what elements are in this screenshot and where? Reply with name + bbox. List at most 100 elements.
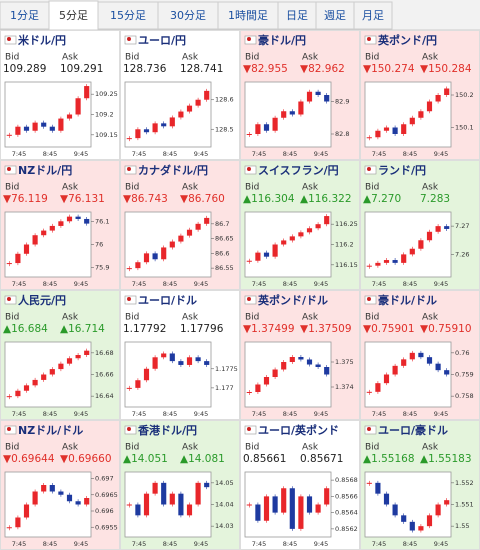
candle	[143, 368, 150, 381]
rate-panel[interactable]: ユーロ/英ポンド Bid Ask 0.85661 0.85671 0.8568 0.8566…	[240, 420, 360, 550]
bid-label: Bid	[125, 313, 139, 323]
y-tick-label: 16.68	[95, 349, 114, 357]
candle	[324, 488, 330, 505]
tab-label[interactable]: 30分足	[170, 9, 206, 22]
rate-panel[interactable]: カナダドル/円 Bid Ask ▼86.743 ▼86.760 86.7 86.65 86.6…	[120, 160, 240, 290]
pair-name[interactable]: ユーロ/豪ドル	[378, 423, 448, 437]
pair-name[interactable]: スイスフラン/円	[258, 164, 339, 177]
y-tick-label: 0.76	[455, 349, 469, 357]
candle	[84, 86, 90, 99]
candle	[178, 111, 184, 118]
candle	[41, 485, 47, 492]
candle	[444, 370, 450, 375]
x-tick-label: 8:45	[403, 410, 418, 418]
rate-panel[interactable]: 豪ドル/ドル Bid Ask ▼0.75901 ▼0.75910 0.76 0.759 0.7…	[360, 290, 480, 420]
candle	[75, 98, 81, 115]
rate-panel[interactable]: ユーロ/円 Bid Ask 128.736 128.741 128.6 128.5 7:45 8…	[120, 30, 240, 160]
tab-label[interactable]: 15分足	[110, 9, 146, 22]
y-tick-label: 116.2	[335, 241, 354, 249]
pair-name[interactable]: 人民元/円	[18, 293, 66, 307]
pair-name[interactable]: カナダドル/円	[138, 163, 208, 177]
rate-panel[interactable]: NZドル/円 Bid Ask ▼76.119 ▼76.131 76.1 76 75.9 7:45…	[0, 160, 120, 290]
rate-panel[interactable]: スイスフラン/円 Bid Ask ▲116.304 ▲116.322 116.25 116.…	[240, 160, 360, 290]
tab[interactable]	[97, 1, 159, 30]
candle	[152, 123, 158, 133]
ask-value: ▼1.37509	[300, 323, 352, 335]
y-tick-label: 109.2	[95, 111, 114, 119]
pair-name[interactable]: 米ドル/円	[17, 33, 66, 47]
candle	[401, 515, 407, 522]
pair-name[interactable]: 香港ドル/円	[137, 423, 197, 437]
bid-value: ▲14.051	[123, 453, 168, 465]
pair-name[interactable]: 英ポンド/ドル	[257, 293, 328, 307]
tab[interactable]	[48, 0, 99, 31]
bid-value: ▲7.270	[363, 193, 401, 205]
pair-name[interactable]: ユーロ/英ポンド	[258, 423, 339, 437]
tab[interactable]	[0, 1, 50, 30]
candle	[324, 367, 330, 375]
pair-name[interactable]: ランド/円	[378, 164, 426, 177]
rate-panel[interactable]: ランド/円 Bid Ask ▲7.270 7.283 7.27 7.26 7:45 8:45 9:…	[360, 160, 480, 290]
bid-value: ▼0.75901	[363, 323, 415, 335]
tab[interactable]	[353, 1, 393, 30]
rate-panel[interactable]: 英ポンド/ドル Bid Ask ▼1.37499 ▼1.37509 1.375 1.374 7…	[240, 290, 360, 420]
chart-box	[364, 211, 452, 278]
tab-label[interactable]: 1時間足	[228, 9, 268, 22]
flag-dot	[367, 427, 371, 431]
bid-value: ▼82.955	[243, 63, 288, 75]
candle	[401, 254, 407, 263]
candle	[435, 363, 441, 371]
candle	[23, 385, 30, 391]
x-tick-label: 8:45	[43, 150, 58, 158]
pair-name[interactable]: 豪ドル/ドル	[378, 293, 437, 307]
candle	[135, 262, 141, 269]
rate-panel[interactable]: ユーロ/豪ドル Bid Ask ▲1.55168 ▲1.55183 1.552 1.551 1…	[360, 420, 480, 550]
candle	[126, 504, 132, 506]
candle	[135, 504, 141, 516]
rate-panel[interactable]: 香港ドル/円 Bid Ask ▲14.051 ▲14.081 14.05 14.04 14.0…	[120, 420, 240, 550]
tab-label[interactable]: 日足	[286, 9, 308, 22]
pair-name[interactable]: NZドル/円	[18, 164, 72, 177]
x-tick-label: 9:45	[434, 150, 449, 158]
pair-name[interactable]: ユーロ/ドル	[138, 294, 197, 307]
rate-panel[interactable]: 人民元/円 Bid Ask ▲16.684 ▲16.714 16.68 16.66 16.64…	[0, 290, 120, 420]
rate-panel[interactable]: 米ドル/円 Bid Ask 109.289 109.291 109.25 109.2 109.…	[0, 30, 120, 160]
pair-name[interactable]: 豪ドル/円	[258, 33, 306, 47]
candle	[409, 352, 415, 360]
rate-panel[interactable]: 英ポンド/円 Bid Ask ▼150.274 ▼150.284 150.2 150.1 7:…	[360, 30, 480, 160]
flag-dot	[127, 427, 131, 431]
y-tick-label: 1.374	[335, 383, 354, 391]
tab-label[interactable]: 1分足	[10, 9, 39, 22]
rate-panel[interactable]: 豪ドル/円 Bid Ask ▼82.955 ▼82.962 82.9 82.8 7:45 8:4…	[240, 30, 360, 160]
candle	[75, 355, 81, 359]
pair-name[interactable]: 英ポンド/円	[377, 33, 437, 47]
bid-label: Bid	[365, 53, 379, 63]
y-tick-label: 128.6	[215, 96, 234, 104]
pair-name[interactable]: NZドル/ドル	[18, 424, 83, 437]
candle	[178, 235, 184, 242]
x-tick-label: 7:45	[12, 150, 27, 158]
x-tick-label: 7:45	[132, 150, 147, 158]
tab-label[interactable]: 週足	[324, 9, 346, 22]
x-tick-label: 7:45	[372, 540, 387, 548]
x-tick-label: 7:45	[12, 280, 27, 288]
candle	[6, 134, 12, 136]
candle	[315, 224, 321, 229]
y-tick-label: 1.551	[455, 501, 474, 509]
ask-value: ▼0.75910	[420, 323, 472, 335]
flag-dot	[367, 297, 371, 301]
chart-box	[244, 341, 332, 408]
rate-panel[interactable]: ユーロ/ドル Bid Ask 1.17792 1.17796 1.1775 1.177 7:4…	[120, 290, 240, 420]
x-tick-label: 7:45	[372, 410, 387, 418]
candle	[263, 377, 270, 385]
flag-dot	[127, 167, 131, 171]
tab[interactable]	[315, 1, 355, 30]
candle	[375, 262, 381, 266]
x-tick-label: 9:45	[74, 150, 89, 158]
ask-value: ▼76.131	[60, 193, 105, 205]
pair-name[interactable]: ユーロ/円	[138, 34, 186, 47]
rate-panel[interactable]: NZドル/ドル Bid Ask ▼0.69644 ▼0.69660 0.697 0.6965…	[0, 420, 120, 550]
tab-label[interactable]: 5分足	[59, 9, 88, 22]
candle	[152, 357, 158, 369]
tab-label[interactable]: 月足	[362, 9, 384, 22]
